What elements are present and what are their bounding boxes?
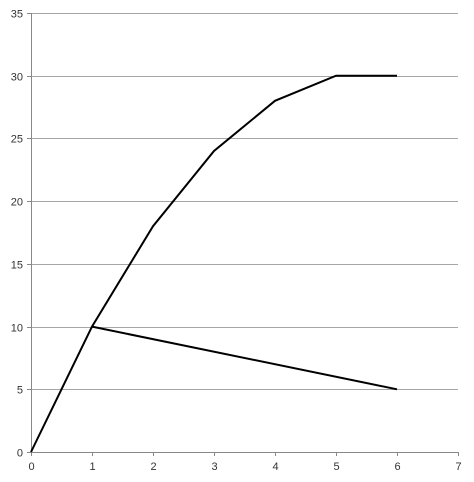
tick-labels: 0 5 10 15 20 25 30 35 0 1 2 3 4 5 6 7 — [11, 9, 462, 474]
y-tick-label-20: 20 — [11, 197, 23, 209]
y-tick-label-25: 25 — [11, 134, 23, 146]
x-tick-label-4: 4 — [272, 461, 278, 473]
y-tick-label-35: 35 — [11, 9, 23, 21]
y-tick-label-30: 30 — [11, 72, 23, 84]
x-tick-label-1: 1 — [89, 461, 95, 473]
y-tick-label-15: 15 — [11, 260, 23, 272]
x-tick-label-6: 6 — [394, 461, 400, 473]
x-tick-label-2: 2 — [150, 461, 156, 473]
y-tick-label-5: 5 — [17, 385, 23, 397]
x-tick-label-3: 3 — [211, 461, 217, 473]
series-lines — [30, 74, 398, 453]
y-tick-label-0: 0 — [17, 448, 23, 460]
x-tick-label-0: 0 — [28, 461, 34, 473]
series-line-2 — [91, 325, 398, 391]
series-line-1 — [30, 74, 397, 453]
y-tick-label-10: 10 — [11, 323, 23, 335]
axes — [27, 13, 459, 456]
x-tick-label-7: 7 — [455, 461, 461, 473]
x-tick-label-5: 5 — [333, 461, 339, 473]
gridlines — [31, 13, 458, 390]
